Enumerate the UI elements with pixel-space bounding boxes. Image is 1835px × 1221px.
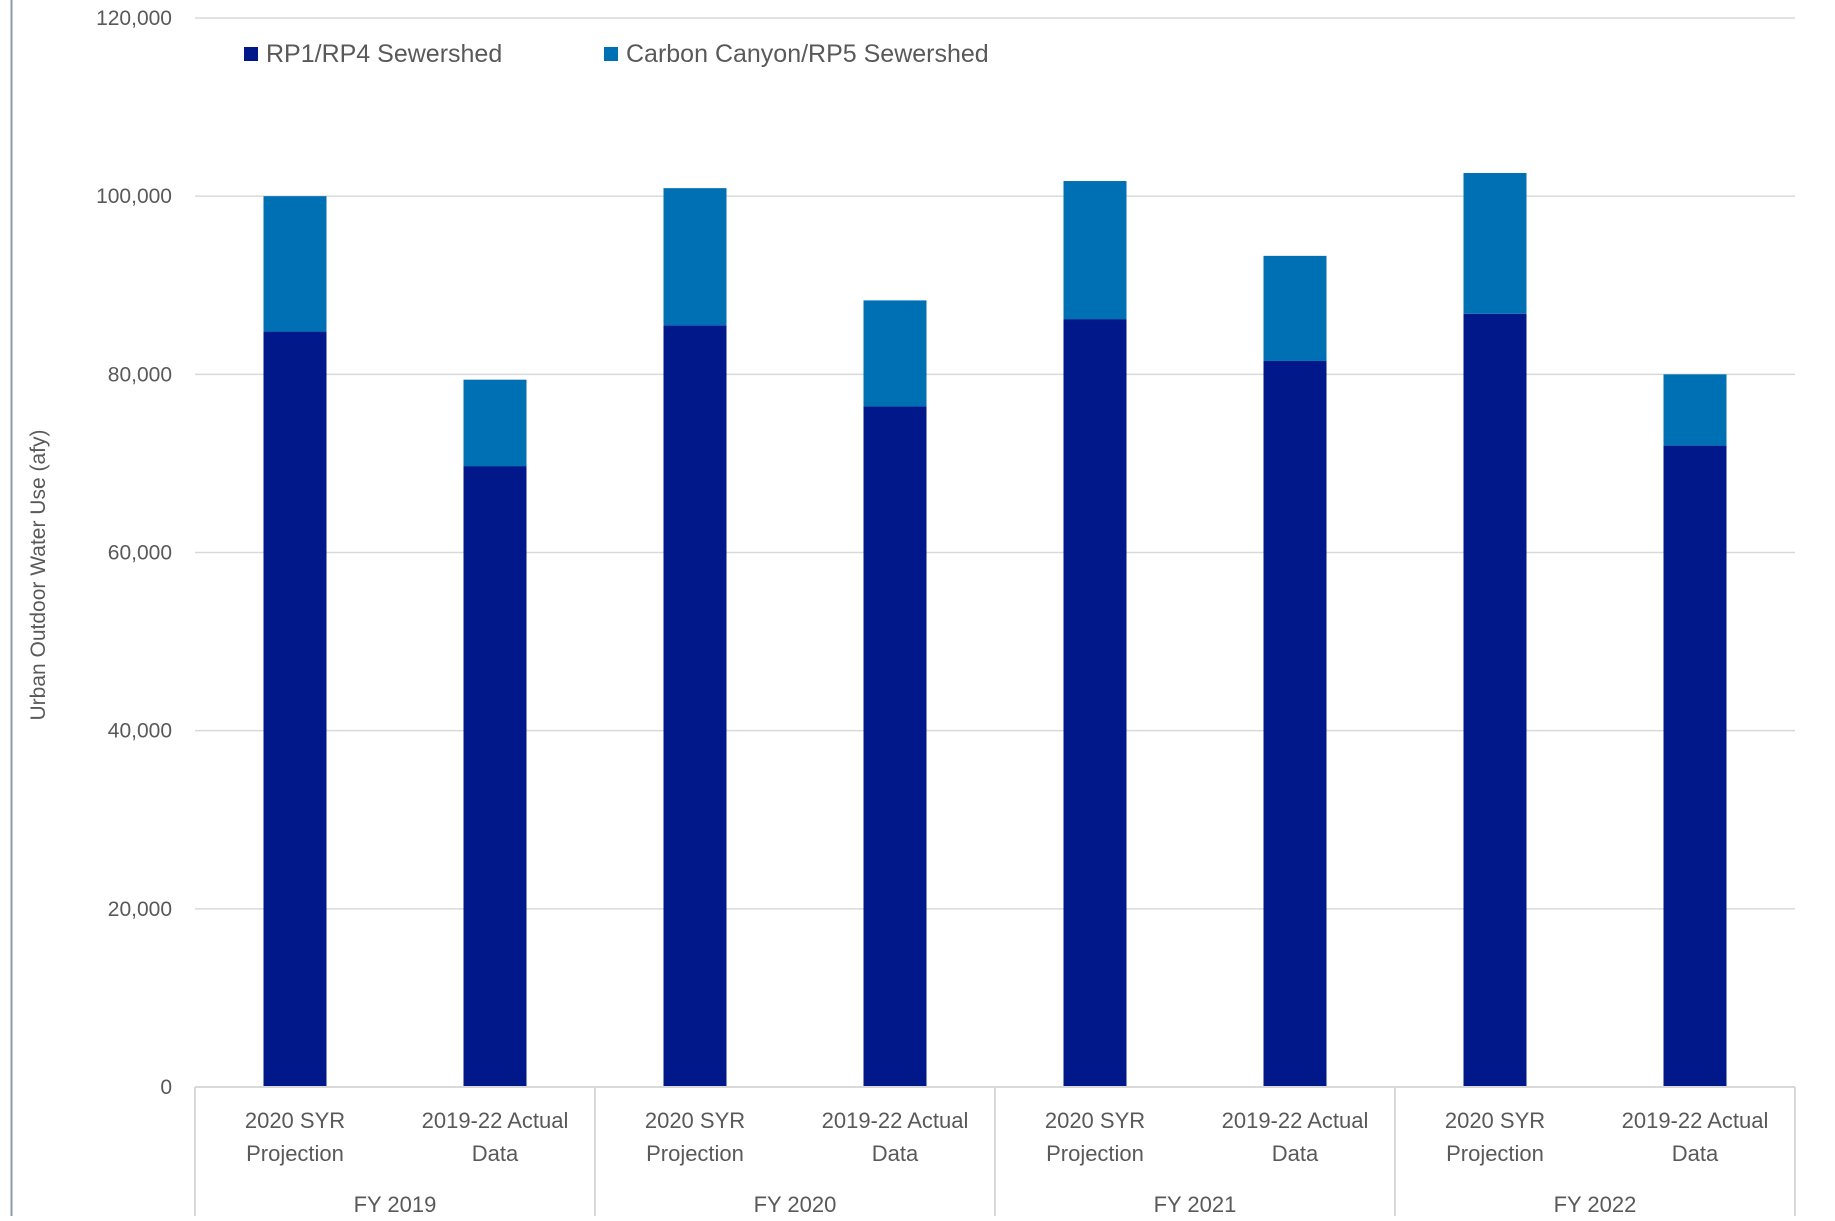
x-category-label: Projection xyxy=(246,1141,344,1166)
x-category-label: Projection xyxy=(1046,1141,1144,1166)
x-category-label: 2019-22 Actual xyxy=(1222,1108,1369,1133)
x-category-label: 2020 SYR xyxy=(245,1108,345,1133)
legend: RP1/RP4 Sewershed Carbon Canyon/RP5 Sewer… xyxy=(244,40,989,68)
bar-carbon-canyon-rp5 xyxy=(264,196,327,331)
y-tick-label: 0 xyxy=(160,1076,172,1099)
bar-carbon-canyon-rp5 xyxy=(864,300,927,406)
legend-label: Carbon Canyon/RP5 Sewershed xyxy=(626,40,989,68)
legend-swatch xyxy=(244,47,258,61)
bar-carbon-canyon-rp5 xyxy=(1264,256,1327,361)
bar-rp1-rp4 xyxy=(864,406,927,1087)
y-tick-label: 80,000 xyxy=(108,363,172,386)
bar-rp1-rp4 xyxy=(1464,314,1527,1087)
bar-carbon-canyon-rp5 xyxy=(1464,173,1527,314)
x-category-label: 2019-22 Actual xyxy=(822,1108,969,1133)
grid-lines xyxy=(195,18,1795,909)
bar-carbon-canyon-rp5 xyxy=(664,188,727,325)
x-category-label: Data xyxy=(1672,1141,1719,1166)
bar-rp1-rp4 xyxy=(264,332,327,1087)
x-category-label: Data xyxy=(872,1141,919,1166)
x-group-label: FY 2022 xyxy=(1554,1192,1637,1216)
x-category-label: Projection xyxy=(646,1141,744,1166)
x-category-label: 2020 SYR xyxy=(1045,1108,1145,1133)
bar-rp1-rp4 xyxy=(464,466,527,1087)
bar-carbon-canyon-rp5 xyxy=(464,380,527,466)
y-tick-label: 60,000 xyxy=(108,542,172,565)
x-group-label: FY 2020 xyxy=(754,1192,837,1216)
x-category-label: 2019-22 Actual xyxy=(1622,1108,1769,1133)
x-category-label: Data xyxy=(1272,1141,1319,1166)
y-tick-label: 40,000 xyxy=(108,720,172,743)
y-tick-label: 20,000 xyxy=(108,898,172,921)
bar-carbon-canyon-rp5 xyxy=(1664,374,1727,445)
x-category-label: 2019-22 Actual xyxy=(422,1108,569,1133)
bar-rp1-rp4 xyxy=(1064,319,1127,1087)
x-category-label: Data xyxy=(472,1141,519,1166)
x-group-label: FY 2019 xyxy=(354,1192,437,1216)
x-category-label: 2020 SYR xyxy=(645,1108,745,1133)
legend-label: RP1/RP4 Sewershed xyxy=(266,40,502,68)
x-group-label: FY 2021 xyxy=(1154,1192,1237,1216)
x-category-label: Projection xyxy=(1446,1141,1544,1166)
y-tick-label: 100,000 xyxy=(96,185,172,208)
y-axis-ticks: 0 20,000 40,000 60,000 80,000 100,000 120,000 xyxy=(96,7,172,1099)
bar-rp1-rp4 xyxy=(1664,446,1727,1087)
legend-swatch xyxy=(604,47,618,61)
y-axis-label: Urban Outdoor Water Use (afy) xyxy=(27,430,50,721)
bar-carbon-canyon-rp5 xyxy=(1064,181,1127,319)
x-axis: 2020 SYR Projection 2019-22 Actual Data 2020… xyxy=(195,1087,1795,1216)
bars xyxy=(264,173,1727,1087)
x-category-label: 2020 SYR xyxy=(1445,1108,1545,1133)
y-tick-label: 120,000 xyxy=(96,7,172,30)
bar-rp1-rp4 xyxy=(1264,361,1327,1087)
bar-rp1-rp4 xyxy=(664,325,727,1087)
